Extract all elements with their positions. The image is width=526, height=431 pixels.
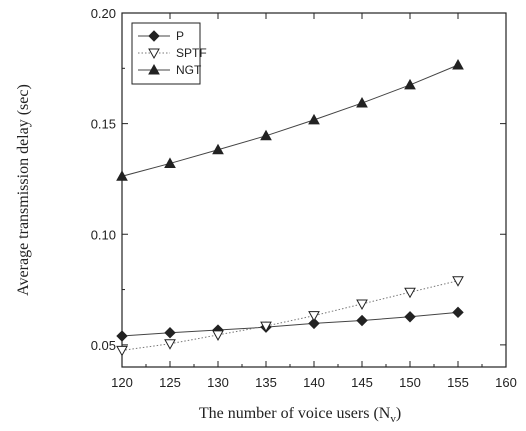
data-point-ngt: [116, 170, 128, 181]
legend-label-p: P: [176, 29, 184, 43]
series-line-sptf: [121, 280, 459, 351]
x-axis-title: The number of voice users (Nv): [199, 405, 401, 425]
data-point-sptf: [404, 287, 416, 299]
data-point-sptf: [212, 330, 224, 341]
legend-marker: [148, 30, 160, 42]
data-point-ngt: [356, 97, 368, 108]
legend-label-sptf: SPTF: [176, 46, 207, 60]
series-line-p: [121, 311, 459, 337]
legend-marker: [148, 48, 160, 60]
data-point-sptf: [260, 321, 272, 333]
data-point-sptf: [164, 339, 176, 350]
x-tick-label: 145: [351, 375, 373, 390]
x-axis-title-subscript: v: [390, 413, 396, 425]
x-tick-label: 155: [447, 375, 469, 390]
y-tick-label: 0.20: [91, 6, 116, 21]
legend: P SPTF NGT: [131, 22, 207, 85]
y-tick-label: 0.15: [91, 117, 116, 132]
x-tick-label: 120: [111, 375, 133, 390]
x-axis-title-main: The number of voice users (N: [199, 405, 391, 422]
data-point-ngt: [212, 143, 224, 155]
x-tick-label: 160: [495, 375, 517, 390]
data-point-p: [404, 311, 416, 323]
x-tick-label: 130: [207, 375, 229, 390]
data-point-ngt: [452, 58, 464, 70]
data-point-sptf: [356, 299, 368, 310]
data-point-p: [116, 330, 128, 342]
y-axis-title: Average transmission delay (sec): [15, 84, 32, 296]
x-tick-label: 140: [303, 375, 325, 390]
data-point-p: [308, 317, 320, 330]
data-point-ngt: [260, 129, 272, 141]
data-point-p: [356, 314, 368, 327]
data-point-sptf: [116, 345, 128, 357]
x-tick-label: 135: [255, 375, 277, 390]
data-point-p: [452, 306, 464, 319]
data-point-sptf: [452, 276, 464, 287]
data-point-ngt: [164, 157, 176, 168]
x-tick-label: 150: [399, 375, 421, 390]
y-tick-label: 0.05: [91, 338, 116, 353]
x-tick-label: 125: [159, 375, 181, 390]
ticks: 120 125 130 135 140 145 150 155 160 0.05 0.10 0.15 0…: [91, 6, 517, 390]
data-point-p: [164, 326, 176, 339]
series-markers: [116, 58, 464, 357]
series-lines: [121, 64, 459, 351]
y-tick-label: 0.10: [91, 227, 116, 242]
x-axis-title-end: ): [396, 405, 401, 422]
legend-label-ngt: NGT: [176, 63, 202, 77]
data-point-sptf: [308, 311, 320, 322]
data-point-ngt: [308, 113, 320, 125]
series-line-ngt: [121, 64, 459, 177]
legend-marker: [148, 63, 160, 75]
data-point-ngt: [404, 78, 416, 90]
